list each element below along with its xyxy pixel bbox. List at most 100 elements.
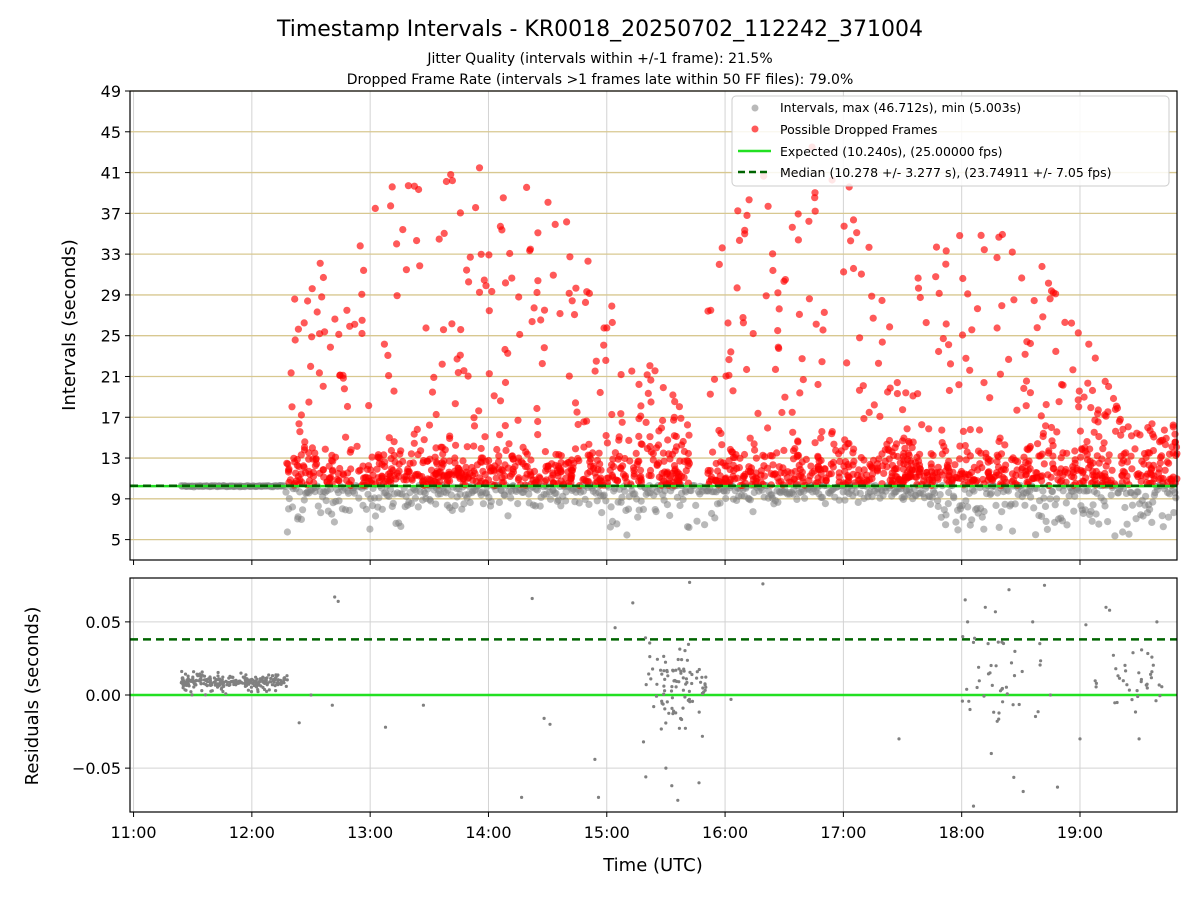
interval-point-348 [621,487,629,495]
dropped-point-576 [600,341,608,349]
dropped-point-499 [668,469,677,477]
residual-point-453 [761,582,765,586]
dropped-point-337 [609,455,617,463]
residual-point-444 [613,626,617,630]
residual-point-217 [263,679,267,683]
dropped-point-288 [614,455,622,463]
dropped-point-564 [617,410,625,418]
dropped-point-550 [288,403,296,411]
dropped-point-418 [409,459,417,467]
dropped-point-679 [328,451,336,459]
dropped-point-1048 [903,425,911,433]
dropped-point-897 [763,464,772,472]
dropped-point-891 [830,440,838,448]
dropped-point-980 [811,207,819,215]
dropped-point-549 [646,362,654,370]
interval-point-261 [507,494,515,502]
dropped-point-479 [386,469,394,477]
interval-point-739 [1134,488,1142,496]
dropped-point-156 [496,431,504,439]
residual-point-207 [195,672,199,676]
residual-point-306 [688,670,692,674]
dropped-point-528 [331,315,339,323]
dropped-point-1456 [1030,297,1038,305]
interval-point-614 [970,487,978,495]
dropped-point-252 [630,464,638,472]
residual-point-116 [203,693,208,697]
dropped-point-948 [757,471,765,479]
interval-point-526 [854,498,862,506]
dropped-point-1312 [1014,458,1022,466]
residual-point-310 [663,689,667,693]
residual-point-318 [667,711,671,715]
dropped-point-1458 [959,274,967,283]
interval-point-186 [407,499,415,507]
dropped-point-566 [485,370,493,378]
interval-point-721 [1111,532,1119,540]
interval-point-643 [1008,527,1017,535]
residual-point-372 [982,694,986,698]
dropped-point-1245 [951,461,959,469]
dropped-point-1396 [1155,475,1163,483]
residual-point-335 [676,657,680,662]
dropped-point-1282 [1079,477,1087,485]
dropped-point-442 [477,454,485,462]
interval-point-164 [378,505,386,513]
dropped-point-1419 [1023,445,1031,453]
dropped-point-707 [583,417,591,425]
residual-point-259 [194,683,198,687]
dropped-point-751 [818,428,826,436]
residual-point-402 [1130,698,1134,702]
dropped-point-1546 [1091,416,1099,424]
dropped-point-1463 [1091,354,1099,362]
dropped-point-1422 [1071,456,1079,464]
dropped-point-1471 [1021,350,1029,358]
dropped-point-534 [472,204,480,212]
dropped-point-84 [300,463,308,471]
dropped-point-503 [323,478,331,486]
x-tick-label-12:00: 12:00 [229,823,275,842]
dropped-point-870 [780,446,788,454]
dropped-point-589 [596,388,604,397]
interval-point-159 [371,512,380,520]
residual-point-437 [421,703,425,707]
residual-point-36 [261,675,265,680]
residual-point-397 [1145,686,1149,690]
dropped-point-599 [496,397,505,405]
interval-point-103 [299,506,307,514]
interval-point-125 [328,510,336,518]
residual-point-80 [274,689,278,693]
interval-point-635 [998,508,1006,516]
legend-expected-label: Expected (10.240s), (25.00000 fps) [780,144,1002,159]
dropped-point-1460 [914,274,922,282]
dropped-point-1468 [1039,313,1047,321]
dropped-point-664 [416,262,424,270]
dropped-point-904 [857,454,865,462]
dropped-point-404 [344,469,352,477]
dropped-point-1484 [946,360,955,368]
residual-point-456 [966,620,970,624]
interval-point-303 [562,497,570,505]
dropped-point-1491 [1026,389,1034,397]
dropped-point-1143 [1108,466,1116,474]
interval-point-762 [1164,513,1173,521]
interval-point-321 [585,500,593,508]
intervals-ytick-label-37: 37 [101,204,121,223]
dropped-point-1540 [1112,402,1121,410]
residual-point-355 [997,711,1001,715]
dropped-point-612 [617,371,625,379]
dropped-point-640 [602,432,610,440]
interval-point-444 [746,496,755,504]
x-tick-label-14:00: 14:00 [465,823,511,842]
dropped-point-1462 [1069,366,1077,374]
residual-point-349 [682,669,686,673]
dropped-point-952 [746,434,754,442]
residual-point-440 [542,716,546,721]
dropped-point-471 [590,464,598,472]
dropped-point-1554 [1144,449,1152,457]
dropped-point-574 [499,194,507,202]
dropped-point-441 [536,474,544,482]
dropped-point-1394 [982,453,990,461]
residual-point-329 [687,689,692,694]
dropped-point-1190 [927,450,935,458]
